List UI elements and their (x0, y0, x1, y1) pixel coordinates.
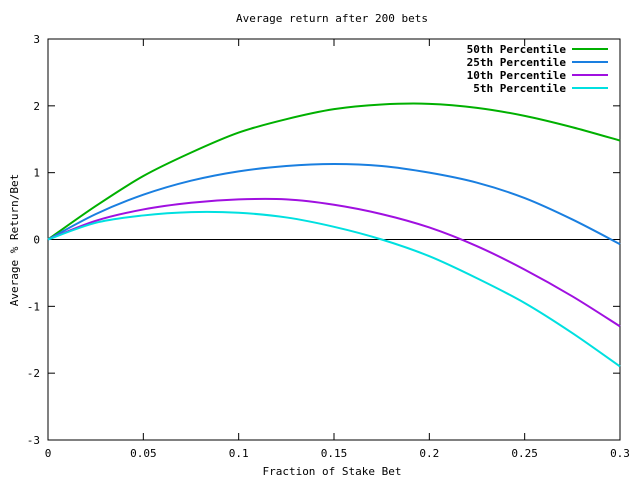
y-tick-label: 3 (33, 33, 40, 46)
legend-label: 5th Percentile (473, 82, 566, 95)
y-tick-label: -3 (27, 434, 40, 447)
x-tick-label: 0.15 (321, 447, 348, 460)
y-tick-label: -2 (27, 367, 40, 380)
x-tick-label: 0.3 (610, 447, 630, 460)
x-tick-label: 0.25 (511, 447, 538, 460)
y-axis-label: Average % Return/Bet (8, 174, 21, 306)
series-line-3 (47, 197, 621, 328)
legend-label: 10th Percentile (467, 69, 567, 82)
y-tick-label: -1 (27, 300, 40, 313)
axes: 0 0.05 0.1 0.15 0.2 0.25 0.3 -3 -2 -1 0 1 2 3 (27, 33, 630, 460)
y-tick-label: 1 (33, 167, 40, 180)
x-tick-label: 0 (45, 447, 52, 460)
x-tick-label: 0.2 (419, 447, 439, 460)
y-tick-label: 2 (33, 100, 40, 113)
series-line-1 (47, 102, 621, 241)
legend-label: 25th Percentile (467, 56, 567, 69)
series-lines (47, 102, 621, 368)
x-axis-label: Fraction of Stake Bet (262, 465, 401, 478)
x-tick-label: 0.1 (229, 447, 249, 460)
series-line-2 (47, 162, 621, 246)
chart-title: Average return after 200 bets (236, 12, 428, 25)
y-tick-label: 0 (33, 234, 40, 247)
x-tick-label: 0.05 (130, 447, 157, 460)
legend-label: 50th Percentile (467, 43, 567, 56)
series-line-4 (47, 210, 621, 368)
